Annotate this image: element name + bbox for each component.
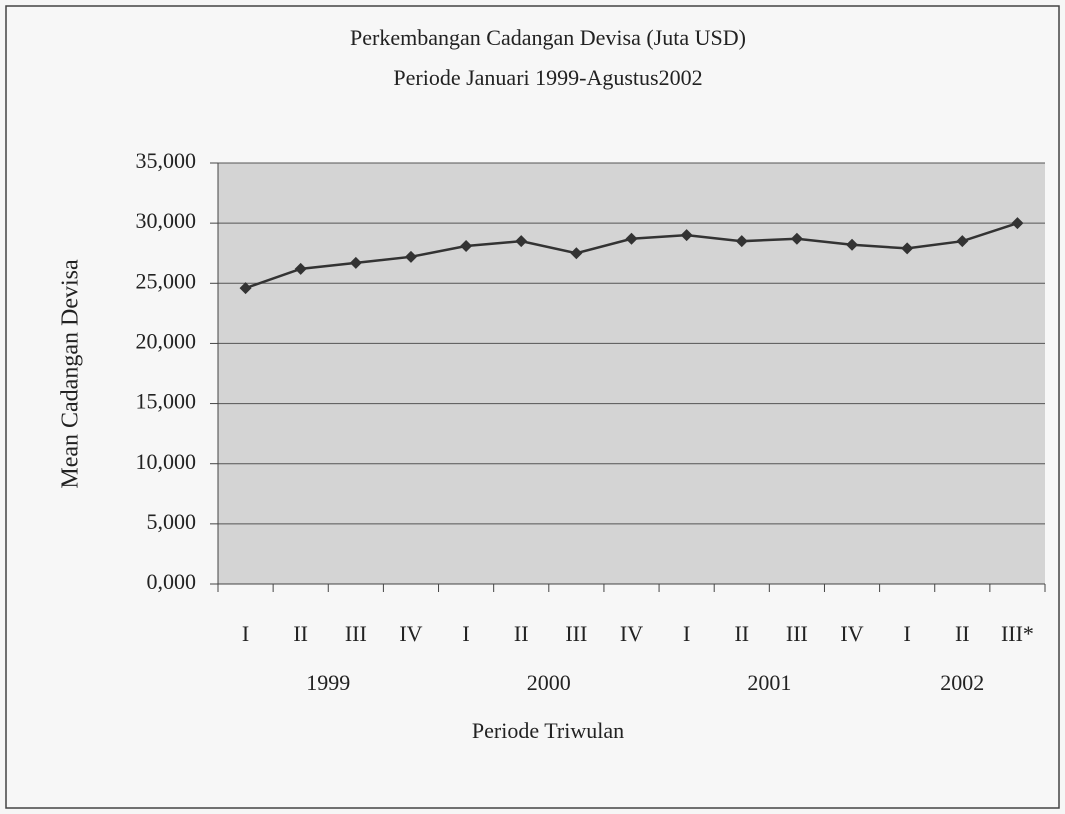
x-tick-label: III* <box>1001 621 1034 646</box>
marker <box>680 229 693 242</box>
y-tick-label: 15,000 <box>136 389 197 414</box>
x-tick-label: IV <box>840 621 863 646</box>
marker <box>901 242 914 255</box>
y-tick-label: 25,000 <box>136 268 197 293</box>
marker <box>349 256 362 269</box>
x-tick-label: III <box>786 621 808 646</box>
x-group-label: 2002 <box>940 670 984 695</box>
marker <box>404 250 417 263</box>
x-group-label: 2000 <box>527 670 571 695</box>
marker <box>239 282 252 295</box>
x-axis-label: Periode Triwulan <box>472 718 624 743</box>
y-tick-label: 35,000 <box>136 148 197 173</box>
x-tick-label: III <box>345 621 367 646</box>
marker <box>735 235 748 248</box>
x-group-label: 1999 <box>306 670 350 695</box>
marker <box>956 235 969 248</box>
y-tick-label: 30,000 <box>136 208 197 233</box>
x-tick-label: III <box>565 621 587 646</box>
x-tick-label: IV <box>399 621 422 646</box>
x-tick-label: II <box>293 621 308 646</box>
x-tick-label: IV <box>620 621 643 646</box>
y-tick-label: 10,000 <box>136 449 197 474</box>
y-tick-label: 0,000 <box>147 569 197 594</box>
marker <box>515 235 528 248</box>
x-tick-label: I <box>904 621 911 646</box>
x-tick-label: I <box>462 621 469 646</box>
y-tick-label: 5,000 <box>147 509 197 534</box>
y-tick-label: 20,000 <box>136 328 197 353</box>
x-tick-label: II <box>955 621 970 646</box>
x-tick-label: I <box>242 621 249 646</box>
y-axis-label: Mean Cadangan Devisa <box>58 259 84 489</box>
marker <box>790 232 803 245</box>
marker <box>625 232 638 245</box>
plot-area <box>218 163 1045 584</box>
marker <box>570 247 583 260</box>
chart-title: Perkembangan Cadangan Devisa (Juta USD) <box>350 25 746 50</box>
marker <box>1011 217 1024 230</box>
marker <box>460 239 473 252</box>
marker <box>846 238 859 251</box>
x-tick-label: II <box>734 621 749 646</box>
marker <box>294 262 307 275</box>
chart-subtitle: Periode Januari 1999-Agustus2002 <box>393 65 702 90</box>
x-tick-label: I <box>683 621 690 646</box>
x-group-label: 2001 <box>747 670 791 695</box>
x-tick-label: II <box>514 621 529 646</box>
